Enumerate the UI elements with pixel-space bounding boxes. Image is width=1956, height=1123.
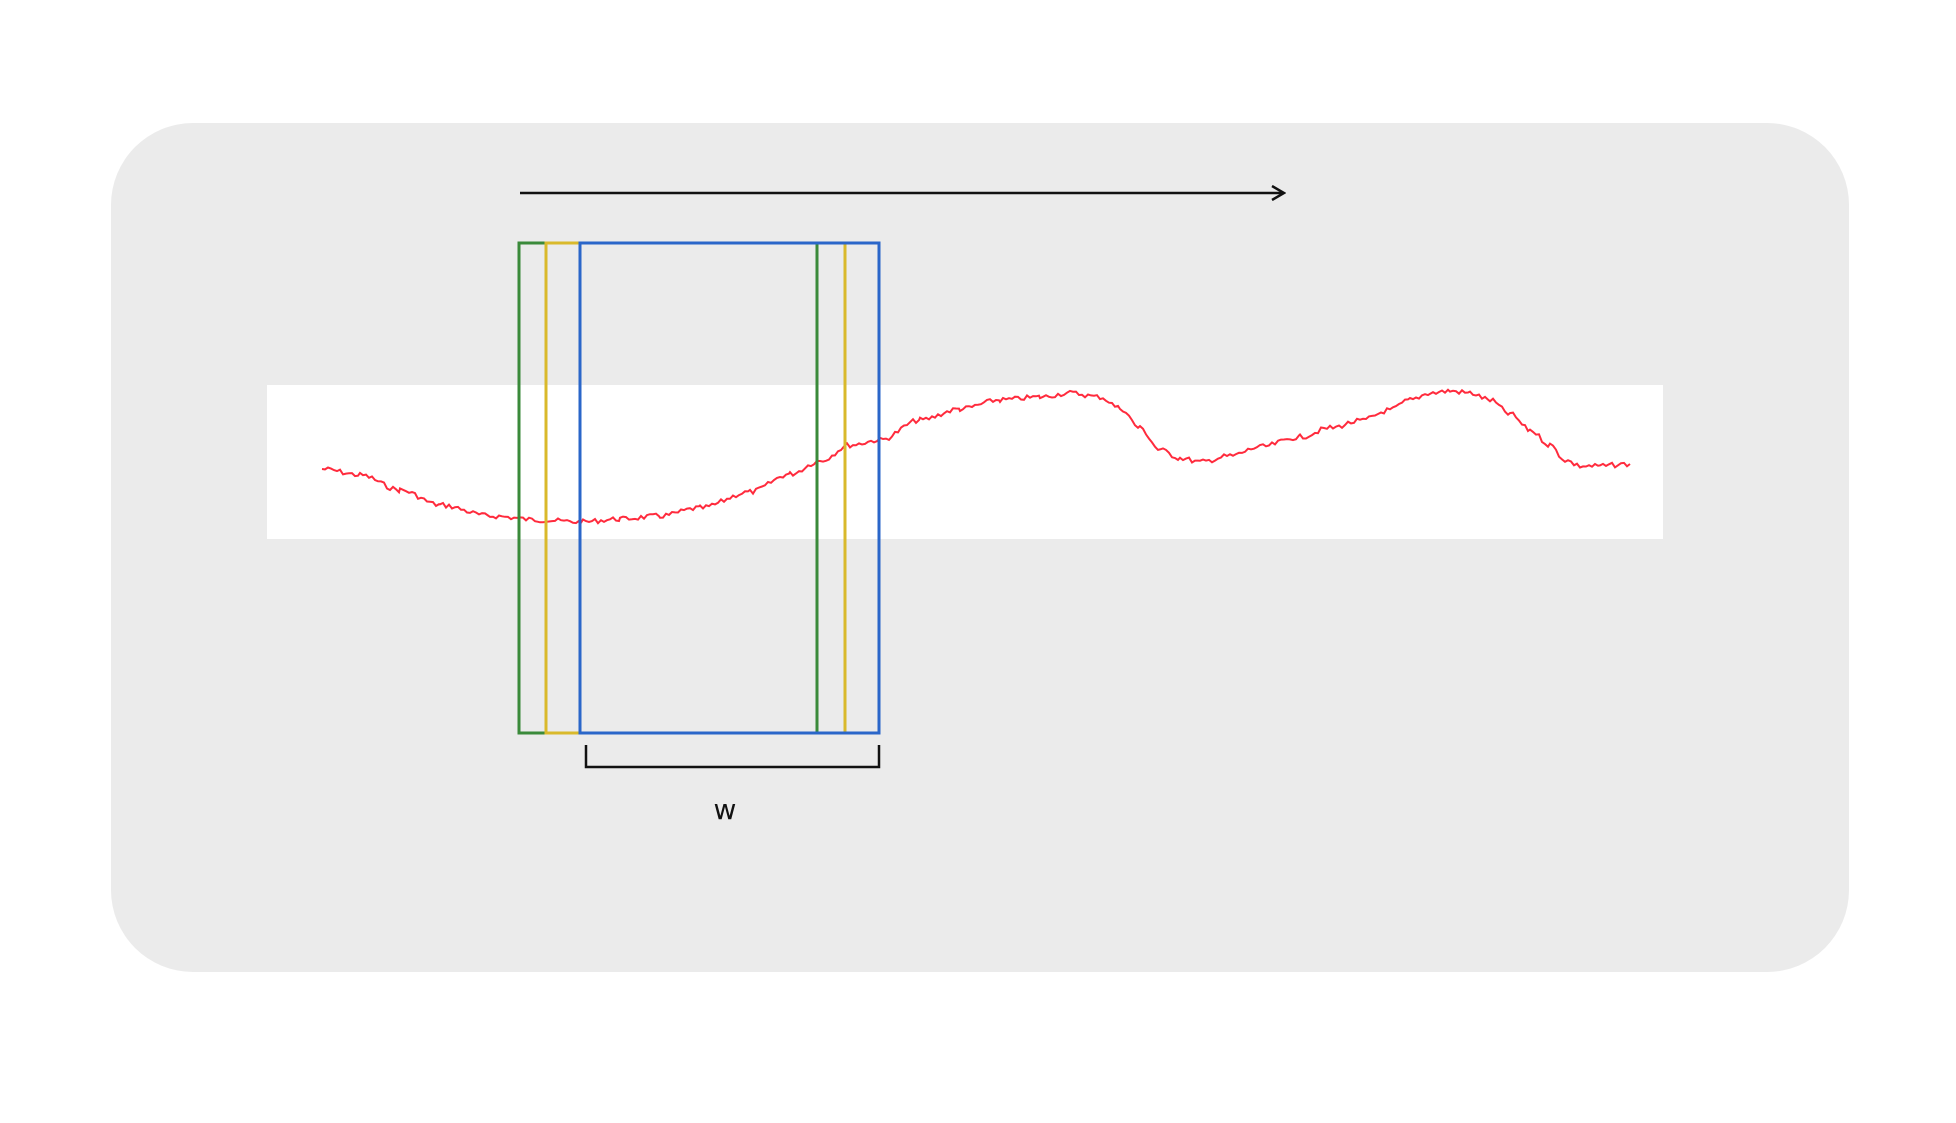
width-bracket <box>584 745 881 769</box>
window-green <box>517 241 819 735</box>
signal-strip <box>267 385 1663 539</box>
signal-waveform <box>321 388 1631 527</box>
diagram-panel <box>111 123 1849 972</box>
window-yellow <box>544 241 847 735</box>
window-blue <box>578 241 881 735</box>
window-width-label: w <box>713 793 737 826</box>
